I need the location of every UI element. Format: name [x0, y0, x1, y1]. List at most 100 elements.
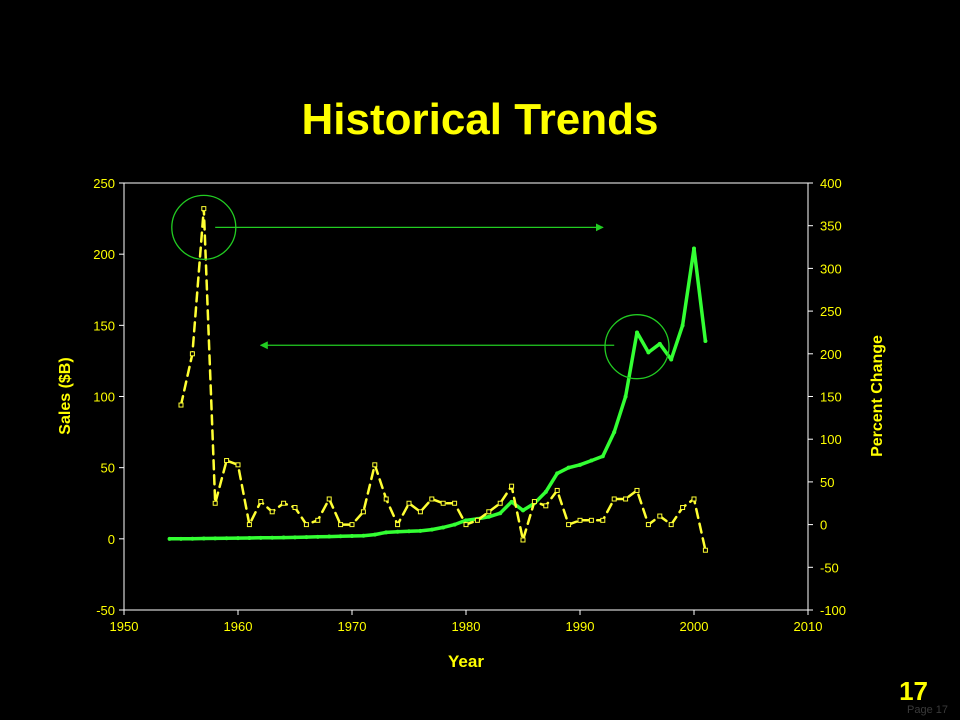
y2-tick-label: 100	[820, 432, 842, 447]
y-tick-label: 150	[93, 318, 115, 333]
percent-change-point	[531, 499, 537, 505]
percent-change-point	[349, 522, 355, 528]
sales-point	[521, 508, 525, 513]
sales-point	[680, 323, 685, 328]
sales-point	[635, 330, 639, 335]
sales-point	[566, 465, 571, 470]
sales-point	[270, 535, 275, 540]
sales-point	[612, 430, 617, 435]
percent-change-point	[395, 522, 401, 528]
sales-point	[338, 534, 343, 539]
percent-change-point	[657, 513, 663, 519]
sales-point	[543, 489, 548, 494]
x-axis-label: Year	[448, 652, 484, 671]
sales-point	[304, 535, 309, 540]
percent-change-point	[246, 522, 252, 528]
page-number: 17	[899, 676, 928, 706]
percent-change-point	[315, 517, 321, 523]
percent-change-point	[189, 351, 195, 357]
sales-series-line	[167, 246, 708, 541]
sales-point	[407, 529, 411, 534]
percent-change-point	[611, 496, 617, 502]
x-tick-label: 1980	[452, 619, 481, 634]
sales-point	[452, 522, 457, 527]
y-tick-label: 50	[101, 461, 115, 476]
sales-point	[657, 341, 662, 346]
percent-change-point	[520, 537, 526, 543]
sales-point	[315, 534, 320, 539]
x-tick-label: 1970	[338, 619, 367, 634]
sales-point	[441, 525, 446, 530]
percent-change-point	[224, 458, 230, 464]
sales-point	[384, 530, 389, 535]
percent-change-point	[554, 487, 560, 493]
sales-point	[486, 514, 491, 519]
sales-point	[509, 499, 514, 504]
percent-change-point	[201, 206, 207, 212]
percent-change-point	[258, 499, 264, 505]
y-tick-label: 100	[93, 390, 115, 405]
y-tick-label: 200	[93, 247, 115, 262]
percent-change-point	[509, 483, 515, 489]
sales-point	[578, 462, 582, 467]
percent-change-point	[623, 496, 629, 502]
sales-point	[293, 535, 297, 540]
x-tick-label: 1960	[224, 619, 253, 634]
y2-axis-label: Percent Change	[869, 335, 886, 457]
x-tick-label: 2000	[680, 619, 709, 634]
percent-change-point	[474, 517, 480, 523]
percent-change-point	[577, 517, 583, 523]
percent-change-point	[668, 522, 674, 528]
percent-change-point	[292, 505, 298, 511]
sales-point	[669, 357, 674, 362]
slide-title: Historical Trends	[301, 95, 659, 144]
page-footer: Page 17	[907, 704, 948, 716]
sales-point	[600, 454, 605, 459]
y2-tick-label: 250	[820, 304, 842, 319]
sales-point	[589, 458, 594, 463]
sales-point	[372, 532, 377, 537]
percent-change-point	[429, 496, 435, 502]
percent-change-point	[303, 522, 309, 528]
percent-change-point	[452, 500, 458, 506]
percent-change-point	[235, 462, 241, 468]
percent-change-point	[338, 522, 344, 528]
percent-change-point	[497, 500, 503, 506]
sales-point	[692, 246, 696, 251]
percent-change-point	[269, 509, 275, 515]
sales-point	[623, 394, 628, 399]
sales-point	[646, 350, 651, 355]
percent-change-point	[702, 547, 708, 553]
percent-change-point	[360, 509, 366, 515]
y2-tick-label: 200	[820, 347, 842, 362]
percent-change-point	[543, 503, 549, 509]
sales-point	[498, 511, 503, 516]
sales-point	[236, 536, 240, 541]
y-axis-label: Sales ($B)	[57, 357, 74, 434]
percent-change-point	[680, 505, 686, 511]
percent-change-point	[645, 522, 651, 528]
percent-change-point	[691, 496, 697, 502]
y-tick-label: 0	[108, 532, 115, 547]
percent-change-point	[417, 509, 423, 515]
percent-change-point	[326, 496, 332, 502]
sales-point	[395, 529, 400, 534]
percent-change-point	[463, 522, 469, 528]
sales-point	[429, 527, 434, 532]
sales-point	[350, 533, 354, 538]
y2-tick-label: -50	[820, 560, 839, 575]
percent-change-point	[212, 500, 218, 506]
y2-tick-label: 350	[820, 219, 842, 234]
sales-point	[703, 338, 708, 343]
y-tick-label: 250	[93, 176, 115, 191]
percent-change-point	[372, 462, 378, 468]
y-tick-label: -50	[96, 603, 115, 618]
sales-point	[361, 533, 366, 538]
y2-tick-label: 0	[820, 518, 827, 533]
percent-change-point	[440, 500, 446, 506]
x-tick-label: 1950	[110, 619, 139, 634]
sales-point	[190, 536, 195, 541]
sales-point	[224, 536, 229, 541]
sales-point	[213, 536, 218, 541]
